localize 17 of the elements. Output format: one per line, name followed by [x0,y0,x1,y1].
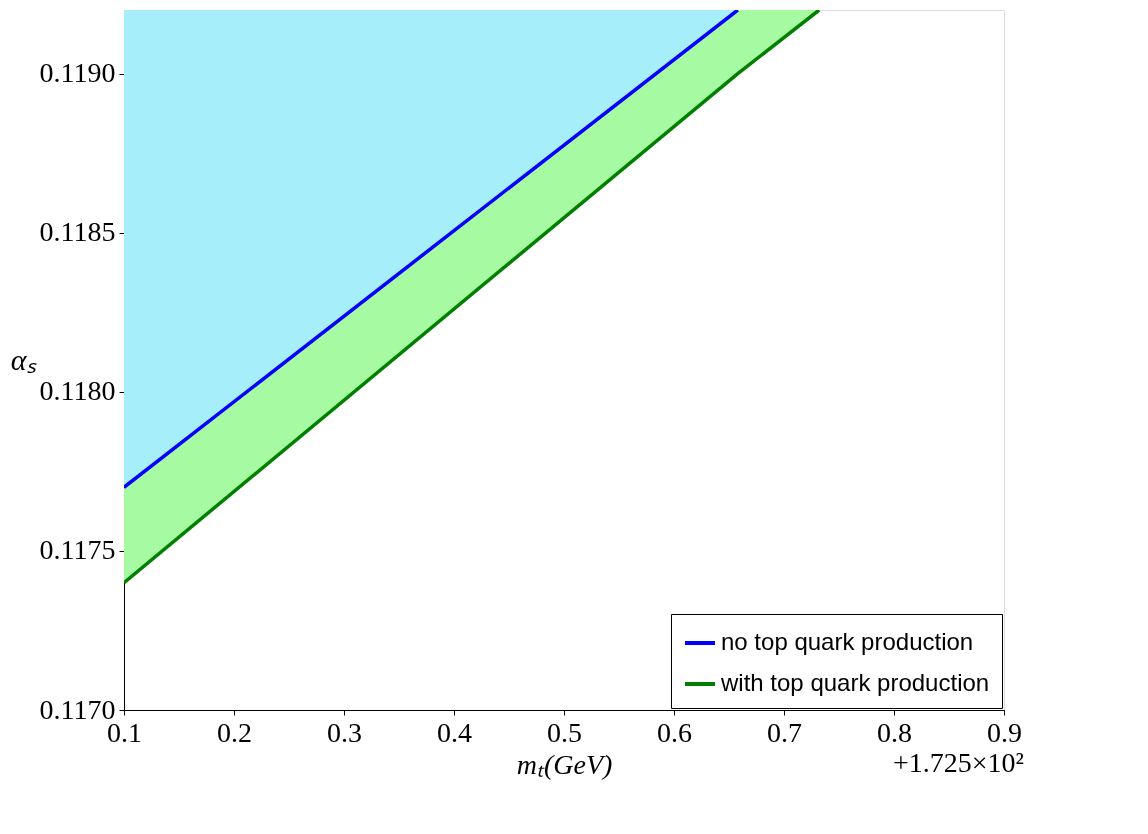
x-tick-label: 0.9 [987,716,1022,748]
y-tick-label: 0.1185 [39,216,116,248]
x-tick-label: 0.5 [547,716,582,748]
x-axis-title: mₜ(GeV) [516,748,613,780]
legend-label: with top quark production [720,669,990,696]
legend-label: no top quark production [721,628,974,655]
y-tick-label: 0.1180 [39,375,116,407]
y-tick-label: 0.1190 [39,57,116,89]
y-axis-title: αₛ [10,342,37,376]
x-tick-label: 0.3 [327,716,362,748]
y-tick-label: 0.1175 [39,534,116,566]
text: +1.725×10² [893,747,1024,778]
x-tick-label: 0.8 [877,716,912,748]
x-tick-label: 0.7 [767,716,802,748]
x-tick-label: 0.2 [217,716,252,748]
x-tick-label: 0.4 [437,716,472,748]
x-tick-label: 0.6 [657,716,692,748]
